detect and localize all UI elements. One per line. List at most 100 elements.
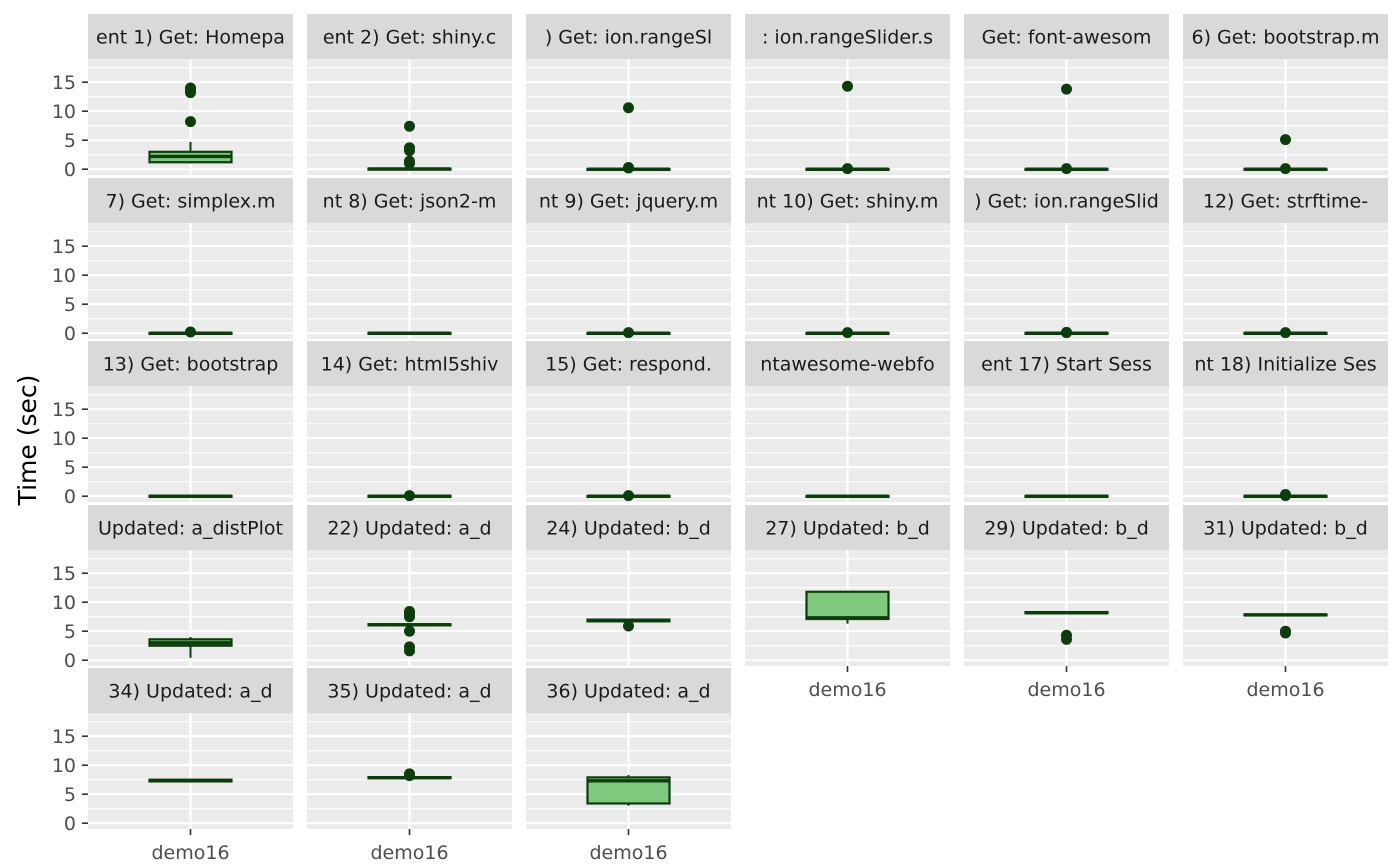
- y-tick-label: 0: [64, 813, 76, 835]
- y-tick-label: 5: [64, 130, 76, 152]
- facet-strip-label: 7) Get: simplex.m: [105, 191, 275, 213]
- facet-strip-label: Get: font-awesom: [982, 27, 1152, 49]
- facet-strip: [88, 178, 293, 223]
- facet-panel: ntawesome-webfo: [745, 341, 950, 502]
- facet-strip-label: ) Get: ion.rangeSlid: [974, 191, 1159, 213]
- y-tick-label: 15: [52, 563, 76, 585]
- facet-strip: [745, 341, 950, 386]
- facet-strip: [745, 14, 950, 59]
- facet-strip: [88, 14, 293, 59]
- outlier-point: [404, 605, 415, 617]
- facet-strip: [964, 178, 1169, 223]
- facet-panel: 35) Updated: a_d demo16: [307, 668, 512, 864]
- facet-strip-label: 15) Get: respond.: [545, 354, 712, 376]
- facet-strip-label: nt 8) Get: json2-m: [323, 191, 497, 213]
- outlier-point: [1280, 327, 1291, 339]
- outlier-point: [842, 80, 853, 92]
- facet-strip-label: 14) Get: html5shiv: [321, 354, 499, 376]
- facet-panel: 22) Updated: a_d: [307, 505, 512, 666]
- outlier-point: [1061, 326, 1072, 338]
- outlier-point: [1280, 625, 1291, 637]
- facet-panel: 34) Updated: a_d 0 5 10 15 demo16: [52, 668, 293, 864]
- outlier-point: [404, 490, 415, 502]
- facet-panel: nt 8) Get: json2-m: [307, 178, 512, 339]
- outlier-point: [842, 163, 853, 175]
- facet-strip: [964, 505, 1169, 550]
- y-tick-label: 10: [52, 428, 76, 450]
- facet-panel: 14) Get: html5shiv: [307, 341, 512, 502]
- y-tick-label: 5: [64, 457, 76, 479]
- facet-strip-label: ent 1) Get: Homepa: [96, 27, 285, 49]
- facet-strip: [526, 178, 731, 223]
- facet-strip-label: 12) Get: strftime-: [1203, 191, 1368, 213]
- outlier-point: [1280, 134, 1291, 146]
- y-tick-label: 10: [52, 755, 76, 777]
- outlier-point: [1061, 83, 1072, 95]
- facet-strip: [307, 505, 512, 550]
- facet-panel: 13) Get: bootstrap 0 5 10 15: [52, 341, 293, 508]
- outlier-point: [1280, 488, 1291, 500]
- facet-panel: ent 1) Get: Homepa 0 5 10 15: [52, 14, 293, 181]
- y-tick-label: 0: [64, 323, 76, 345]
- facet-panel: ent 2) Get: shiny.c: [307, 14, 512, 175]
- x-tick-label: demo16: [808, 679, 886, 701]
- facet-strip: [1183, 14, 1388, 59]
- facet-strip-label: 36) Updated: a_d: [546, 681, 710, 703]
- facet-strip-label: ent 2) Get: shiny.c: [323, 27, 496, 49]
- facet-strip-label: 35) Updated: a_d: [327, 681, 491, 703]
- facet-strip-label: nt 18) Initialize Ses: [1194, 354, 1376, 376]
- outlier-point: [404, 641, 415, 653]
- outlier-point: [1280, 163, 1291, 175]
- y-tick-label: 0: [64, 486, 76, 508]
- x-tick-label: demo16: [370, 842, 448, 864]
- outlier-point: [185, 82, 196, 94]
- facet-panel: nt 18) Initialize Ses: [1183, 341, 1388, 502]
- facet-strip: [1183, 178, 1388, 223]
- outlier-point: [404, 120, 415, 132]
- facet-strip: [307, 668, 512, 713]
- facet-strip: [1183, 341, 1388, 386]
- outlier-point: [404, 768, 415, 780]
- outlier-point: [185, 116, 196, 128]
- outlier-point: [185, 326, 196, 338]
- x-tick-label: demo16: [1246, 679, 1324, 701]
- outlier-point: [404, 625, 415, 637]
- x-tick-label: demo16: [589, 842, 667, 864]
- facet-panel: Get: font-awesom: [964, 14, 1169, 175]
- facet-strip-label: Updated: a_distPlot: [98, 518, 283, 540]
- y-tick-label: 10: [52, 265, 76, 287]
- facet-strip-label: 13) Get: bootstrap: [103, 354, 279, 376]
- facet-strip: [307, 341, 512, 386]
- facet-strip: [964, 14, 1169, 59]
- outlier-point: [623, 620, 634, 632]
- facet-strip: [526, 341, 731, 386]
- facet-panel: nt 10) Get: shiny.m: [745, 178, 950, 339]
- facet-strip-label: 6) Get: bootstrap.m: [1191, 27, 1379, 49]
- x-tick-label: demo16: [151, 842, 229, 864]
- facet-panel: 36) Updated: a_d demo16: [526, 668, 731, 864]
- outlier-point: [1061, 163, 1072, 175]
- y-tick-label: 15: [52, 726, 76, 748]
- outlier-point: [623, 327, 634, 339]
- outlier-point: [623, 490, 634, 502]
- outlier-point: [404, 142, 415, 154]
- y-tick-label: 0: [64, 650, 76, 672]
- facet-panel: nt 9) Get: jquery.m: [526, 178, 731, 339]
- facet-strip: [1183, 505, 1388, 550]
- facet-strip: [307, 178, 512, 223]
- y-tick-label: 15: [52, 236, 76, 258]
- facet-strip-label: nt 9) Get: jquery.m: [539, 191, 718, 213]
- y-tick-label: 15: [52, 72, 76, 94]
- y-axis-title: Time (sec): [13, 375, 42, 507]
- facet-strip: [526, 668, 731, 713]
- facet-strip-label: ) Get: ion.rangeSl: [545, 27, 712, 49]
- facet-strip-label: 22) Updated: a_d: [327, 518, 491, 540]
- facet-panel: ) Get: ion.rangeSl: [526, 14, 731, 175]
- facet-panel: Updated: a_distPlot 0 5 10 15: [52, 505, 293, 672]
- facet-panel: ) Get: ion.rangeSlid: [964, 178, 1169, 339]
- outlier-point: [842, 327, 853, 339]
- y-tick-label: 5: [64, 294, 76, 316]
- facet-panel: 29) Updated: b_d demo16: [964, 505, 1169, 701]
- facet-strip: [745, 505, 950, 550]
- y-tick-label: 10: [52, 101, 76, 123]
